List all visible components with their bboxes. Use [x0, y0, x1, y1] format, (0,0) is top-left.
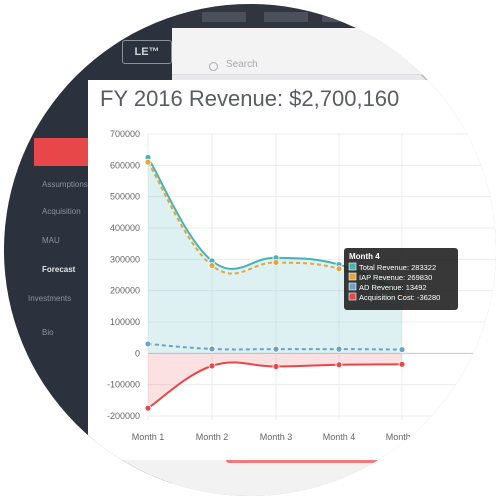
- area-fill-total-revenue: [148, 157, 402, 354]
- y-tick-label: 0: [135, 348, 140, 358]
- tooltip-line: AD Revenue: 13492: [359, 283, 427, 292]
- sidebar-item-acquisition[interactable]: Acquisition: [42, 207, 81, 216]
- app-logo: LE™: [122, 40, 172, 64]
- search-input[interactable]: Search: [226, 59, 258, 70]
- top-nav-tab[interactable]: [264, 12, 308, 22]
- y-tick-label: 200000: [110, 286, 140, 296]
- data-point: [335, 265, 343, 273]
- data-point: [335, 361, 343, 369]
- data-point: [398, 346, 406, 353]
- y-tick-label: 500000: [110, 192, 140, 202]
- data-point: [208, 362, 216, 370]
- x-tick-label: Month 2: [196, 432, 229, 442]
- revenue-line-chart: -200000 -100000 0 100000 200000 300000 400000 5…: [107, 129, 496, 442]
- sidebar-item-assumptions[interactable]: Assumptions: [42, 180, 88, 189]
- top-nav-tab[interactable]: [322, 12, 366, 22]
- tooltip-line: Total Revenue: 283322: [359, 263, 436, 272]
- data-point: [335, 345, 343, 353]
- top-nav-tab[interactable]: [202, 12, 246, 22]
- x-tick-label: Month 3: [260, 432, 293, 442]
- y-tick-label: -100000: [107, 380, 140, 390]
- y-tick-label: 600000: [110, 160, 140, 170]
- data-point: [272, 259, 280, 266]
- tooltip-title: Month 4: [349, 252, 380, 261]
- x-tick-label: Month 5: [386, 432, 419, 442]
- tooltip-legend-swatch: [348, 292, 357, 301]
- area-fill-acquisition-cost: [148, 353, 402, 409]
- data-point: [144, 158, 152, 166]
- data-point: [144, 404, 152, 412]
- y-tick-label: 300000: [110, 254, 140, 264]
- top-nav-bar: [172, 4, 496, 28]
- sidebar-item-forecast[interactable]: Forecast: [42, 265, 76, 274]
- tooltip-line: Acquisition Cost: -36280: [359, 293, 440, 302]
- search-icon: [209, 62, 218, 71]
- chart-title: FY 2016 Revenue: $2,700,160: [100, 86, 400, 111]
- sidebar-item-bio[interactable]: Bio: [42, 328, 54, 337]
- sidebar-item-investments[interactable]: Investments: [28, 294, 72, 303]
- x-tick-label: Month 1: [132, 432, 165, 442]
- y-tick-label: 400000: [110, 223, 140, 233]
- data-point: [398, 360, 406, 368]
- data-point: [208, 262, 216, 270]
- sidebar-item-mau[interactable]: MAU: [42, 236, 60, 245]
- tooltip-box: [344, 248, 458, 310]
- data-point: [272, 345, 280, 353]
- tooltip-legend-swatch: [348, 272, 357, 281]
- tooltip-line: IAP Revenue: 269830: [359, 273, 432, 282]
- y-tick-label: 100000: [110, 317, 140, 327]
- data-point: [208, 345, 216, 353]
- y-tick-label: 700000: [110, 129, 140, 139]
- tooltip-legend-swatch: [348, 282, 357, 291]
- y-tick-label: -200000: [107, 411, 140, 421]
- data-point: [272, 363, 280, 370]
- screenshot-circle: LE™ Assumptions Acquisition MAU Forecast…: [4, 4, 496, 496]
- data-point: [144, 340, 152, 348]
- x-tick-label: Month 4: [323, 432, 356, 442]
- revenue-chart-card: FY 2016 Revenue: $2,700,160 -200000 -1000…: [88, 80, 496, 460]
- tooltip-legend-swatch: [348, 262, 357, 271]
